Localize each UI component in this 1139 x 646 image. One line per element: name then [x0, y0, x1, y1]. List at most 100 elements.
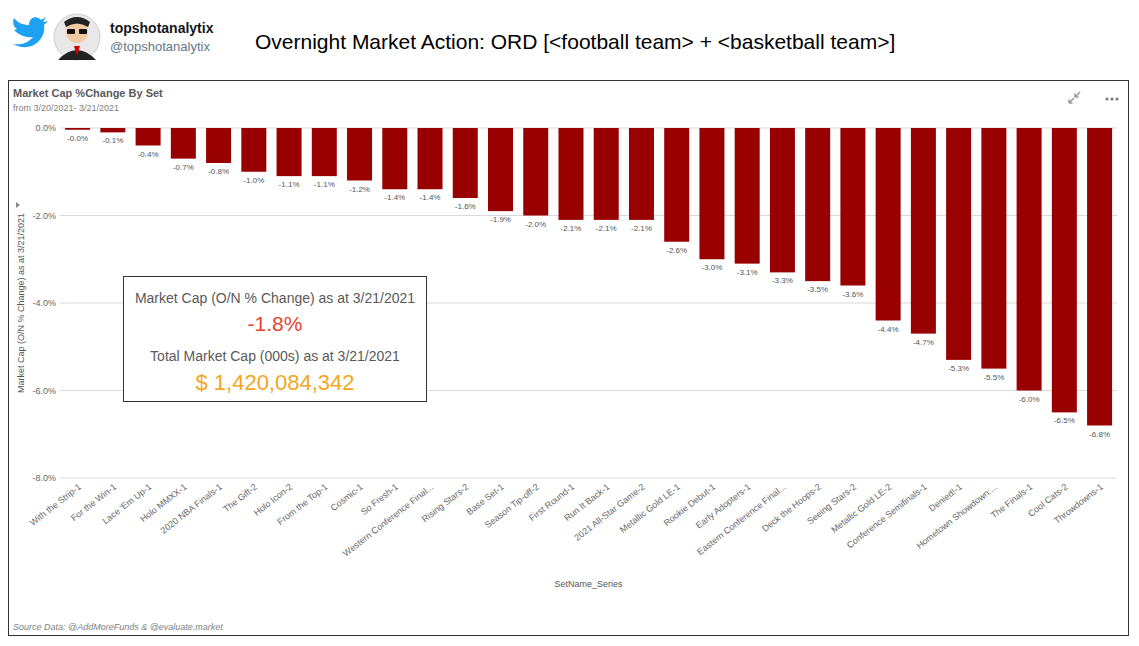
- bar: [100, 128, 125, 132]
- data-label: -1.1%: [314, 180, 335, 189]
- data-label: -2.0%: [525, 220, 546, 229]
- avatar-tie: [74, 46, 80, 56]
- y-tick-label: 0.0%: [35, 123, 56, 133]
- data-label: -3.5%: [807, 285, 828, 294]
- data-label: -1.1%: [279, 180, 300, 189]
- data-label: -1.4%: [384, 193, 405, 202]
- data-label: -0.0%: [67, 134, 88, 143]
- menu-icon: [1111, 98, 1114, 101]
- bar: [699, 128, 724, 259]
- bar: [171, 128, 196, 159]
- menu-icon: [1106, 98, 1109, 101]
- x-tick-label: Conference Semifinals-1: [845, 482, 929, 551]
- data-label: -2.6%: [666, 246, 687, 255]
- avatar-glasses: [67, 29, 75, 34]
- data-label: -4.7%: [913, 338, 934, 347]
- chart-title: Market Cap %Change By Set: [13, 87, 163, 99]
- avatar-hair: [64, 17, 90, 27]
- grid-line: [60, 478, 1117, 479]
- x-tick-label: Metallic Gold LE-1: [618, 482, 682, 535]
- kpi-change-label: Market Cap (O/N % Change) as at 3/21/202…: [135, 290, 415, 306]
- bar: [65, 128, 90, 130]
- x-tick-label: Western Conference Final...: [341, 482, 435, 559]
- collapse-icon: [1069, 92, 1080, 103]
- x-tick-label: Hometown Showdown:...: [914, 482, 999, 551]
- x-tick-label: The Finals-1: [989, 482, 1035, 521]
- x-tick-label: Deck the Hoops-2: [760, 482, 823, 534]
- x-tick-label: From the Top-1: [275, 482, 329, 527]
- kpi-total-value: $ 1,420,084,342: [195, 370, 354, 395]
- menu-icon: [1116, 98, 1119, 101]
- data-label: -0.7%: [173, 163, 194, 172]
- bar: [418, 128, 443, 189]
- chart-panel: [9, 81, 1129, 636]
- data-label: -2.1%: [561, 224, 582, 233]
- y-tick-label: -2.0%: [32, 211, 56, 221]
- data-label: -0.1%: [102, 136, 123, 145]
- bar: [594, 128, 619, 220]
- data-label: -1.0%: [243, 176, 264, 185]
- kpi-total-label: Total Market Cap (000s) as at 3/21/2021: [150, 348, 400, 364]
- data-label: -1.9%: [490, 215, 511, 224]
- kpi-change-value: -1.8%: [248, 312, 303, 335]
- data-label: -0.8%: [208, 167, 229, 176]
- data-label: -6.5%: [1054, 416, 1075, 425]
- data-label: -1.4%: [420, 193, 441, 202]
- account-name: topshotanalytix: [110, 20, 214, 36]
- bar: [558, 128, 583, 220]
- bar: [241, 128, 266, 172]
- y-tick-label: -8.0%: [32, 473, 56, 483]
- page: topshotanalytix @topshotanalytix Overnight…: [0, 0, 1139, 646]
- bar: [911, 128, 936, 334]
- data-label: -5.3%: [948, 364, 969, 373]
- x-tick-label: Rising Stars-2: [420, 482, 471, 525]
- account-handle: @topshotanalytix: [110, 39, 210, 54]
- bar: [136, 128, 161, 146]
- bar: [770, 128, 795, 272]
- bar: [946, 128, 971, 360]
- data-label: -5.5%: [983, 373, 1004, 382]
- data-label: -3.1%: [737, 268, 758, 277]
- data-label: -3.6%: [842, 290, 863, 299]
- kpi-box: [124, 277, 427, 402]
- bar: [805, 128, 830, 281]
- x-axis-title: SetName_Series: [555, 579, 624, 589]
- data-label: -0.4%: [138, 150, 159, 159]
- y-tick-label: -4.0%: [32, 298, 56, 308]
- bar: [523, 128, 548, 216]
- data-label: -3.3%: [772, 276, 793, 285]
- x-tick-label: 2020 NBA Finals-1: [159, 482, 224, 536]
- source-note: Source Data: @AddMoreFunds & @evaluate.m…: [13, 622, 223, 632]
- data-label: -1.2%: [349, 185, 370, 194]
- bar: [312, 128, 337, 176]
- bar: [735, 128, 760, 264]
- bar: [876, 128, 901, 321]
- x-tick-label: Throwdowns-1: [1052, 482, 1105, 526]
- data-label: -6.8%: [1089, 430, 1110, 439]
- data-label: -4.4%: [878, 325, 899, 334]
- axis-marker: [16, 202, 20, 208]
- data-label: -2.1%: [631, 224, 652, 233]
- twitter-icon: [13, 17, 48, 47]
- y-tick-label: -6.0%: [32, 386, 56, 396]
- data-label: -6.0%: [1019, 395, 1040, 404]
- bar: [347, 128, 372, 181]
- bars: [65, 128, 1112, 426]
- bar: [664, 128, 689, 242]
- bar: [981, 128, 1006, 369]
- bar: [382, 128, 407, 189]
- header-title: Overnight Market Action: ORD [<football …: [255, 30, 895, 53]
- bar: [629, 128, 654, 220]
- bar: [840, 128, 865, 286]
- data-label: -2.1%: [596, 224, 617, 233]
- bar: [277, 128, 302, 176]
- bar: [206, 128, 231, 163]
- bar: [488, 128, 513, 211]
- y-axis-title: Market Cap (O/N % Change) as at 3/21/202…: [16, 213, 26, 393]
- bar: [453, 128, 478, 198]
- avatar: [54, 14, 100, 60]
- bar: [1052, 128, 1077, 412]
- bar: [1017, 128, 1042, 391]
- avatar-glasses: [79, 29, 87, 34]
- x-tick-label: Metallic Gold LE-2: [829, 482, 893, 535]
